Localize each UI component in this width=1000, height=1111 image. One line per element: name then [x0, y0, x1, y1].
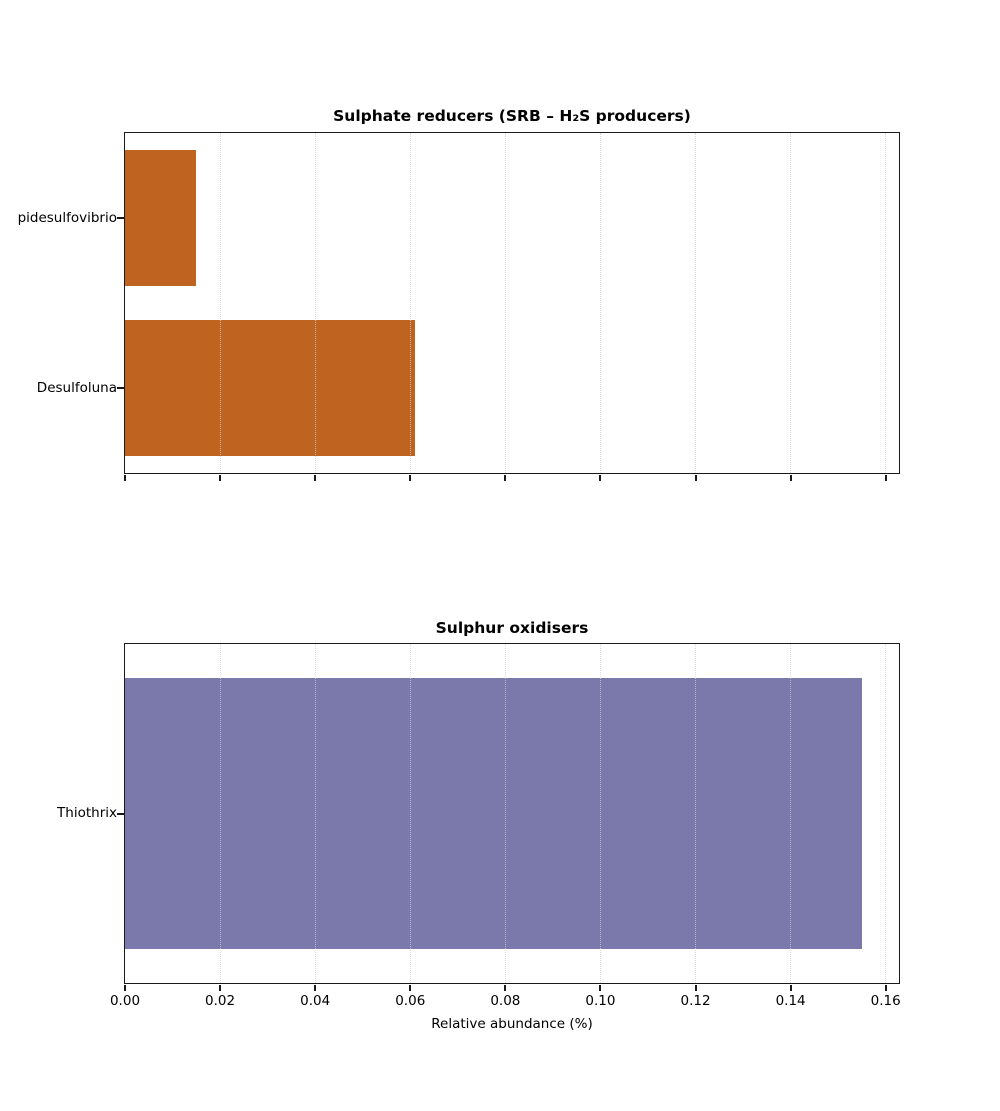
- bar-desulfoluna: [125, 320, 415, 456]
- x-tick-label: 0.06: [395, 993, 426, 1009]
- x-axis-label: Relative abundance (%): [431, 1016, 593, 1032]
- y-tick-mark: [117, 217, 124, 219]
- gridline: [219, 644, 221, 983]
- gridline: [790, 644, 792, 983]
- plot-area-sulphur-oxidisers: 0.00 0.02 0.04 0.06 0.08 0.10 0.12 0.14 0.16 Thio…: [57, 643, 901, 1009]
- x-tick-mark: [409, 474, 412, 481]
- gridline: [790, 133, 792, 473]
- y-tick-label: pidesulfovibrio: [17, 209, 117, 226]
- bar-pidesulfovibrio: [125, 150, 197, 286]
- gridline: [409, 644, 411, 983]
- x-tick-mark: [789, 474, 792, 481]
- x-tick-mark: [124, 984, 126, 991]
- x-tick-mark: [599, 474, 602, 481]
- plot-area-sulphate-reducers: pidesulfovibrio Desulfoluna: [18, 132, 900, 481]
- x-tick-mark: [314, 984, 317, 991]
- x-tick-label: 0.02: [205, 993, 236, 1009]
- gridline: [314, 644, 316, 983]
- x-tick-mark: [884, 474, 887, 481]
- x-tick-mark: [314, 474, 317, 481]
- y-tick-mark: [117, 387, 124, 389]
- x-tick-mark: [599, 984, 602, 991]
- gridline: [885, 133, 887, 473]
- x-tick-label: 0.10: [585, 993, 616, 1009]
- gridline: [314, 133, 316, 473]
- gridline: [599, 133, 601, 473]
- x-tick-mark: [219, 984, 222, 991]
- y-tick-mark: [117, 812, 124, 815]
- gridline: [504, 644, 506, 983]
- gridline: [409, 133, 411, 473]
- bar-thiothrix: [125, 677, 862, 950]
- x-tick-label: 0.14: [775, 993, 806, 1009]
- y-tick-label: Thiothrix: [57, 805, 117, 821]
- gridline: [885, 644, 887, 983]
- y-tick-label: Desulfoluna: [36, 379, 117, 396]
- x-tick-mark: [884, 984, 887, 991]
- x-tick-label: 0.00: [109, 993, 141, 1009]
- gridline: [219, 133, 221, 473]
- gridline: [504, 133, 506, 473]
- chart-title-sulphate-reducers: Sulphate reducers (SRB – H₂S producers): [333, 107, 691, 125]
- x-tick-label: 0.12: [680, 993, 711, 1009]
- x-tick-mark: [694, 474, 697, 481]
- x-tick-mark: [504, 984, 507, 991]
- x-tick-mark: [789, 984, 792, 991]
- x-tick-mark: [124, 474, 126, 481]
- chart-title-sulphur-oxidisers: Sulphur oxidisers: [435, 619, 589, 637]
- x-tick-mark: [504, 474, 507, 481]
- x-tick-label: 0.04: [300, 993, 331, 1009]
- x-tick-mark: [409, 984, 412, 991]
- x-tick-label: 0.16: [870, 993, 901, 1009]
- x-tick-mark: [219, 474, 222, 481]
- x-tick-label: 0.08: [490, 993, 521, 1009]
- gridline: [695, 133, 697, 473]
- gridline: [695, 644, 697, 983]
- x-tick-mark: [694, 984, 697, 991]
- gridline: [599, 644, 601, 983]
